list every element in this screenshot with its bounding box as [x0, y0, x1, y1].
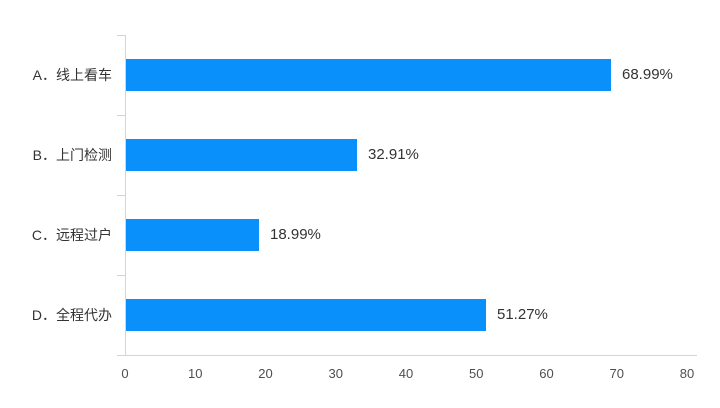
x-tick-label: 70	[609, 366, 624, 381]
bar	[126, 59, 611, 91]
x-tick-label: 10	[188, 366, 203, 381]
y-axis-tick	[117, 275, 125, 276]
y-axis-line	[125, 35, 126, 356]
y-axis-tick	[117, 115, 125, 116]
y-axis-tick	[117, 195, 125, 196]
value-label: 68.99%	[622, 66, 673, 83]
category-label: D．全程代办	[31, 307, 112, 323]
x-tick-label: 0	[121, 366, 129, 381]
x-tick-label: 50	[469, 366, 484, 381]
x-tick-label: 30	[328, 366, 343, 381]
y-axis-tick	[117, 35, 125, 36]
value-label: 51.27%	[497, 306, 548, 323]
bar	[126, 299, 486, 331]
value-label: 32.91%	[368, 146, 419, 163]
y-axis-tick	[117, 355, 125, 356]
x-axis-line	[117, 355, 697, 356]
category-label: A．线上看车	[32, 67, 112, 83]
category-label: B．上门检测	[32, 147, 112, 163]
x-tick-label: 80	[679, 366, 695, 381]
bar	[126, 219, 259, 251]
category-label: C．远程过户	[31, 227, 112, 243]
x-tick-label: 20	[258, 366, 273, 381]
value-label: 18.99%	[270, 226, 321, 243]
bar	[126, 139, 357, 171]
x-tick-label: 60	[539, 366, 554, 381]
x-tick-label: 40	[398, 366, 414, 381]
